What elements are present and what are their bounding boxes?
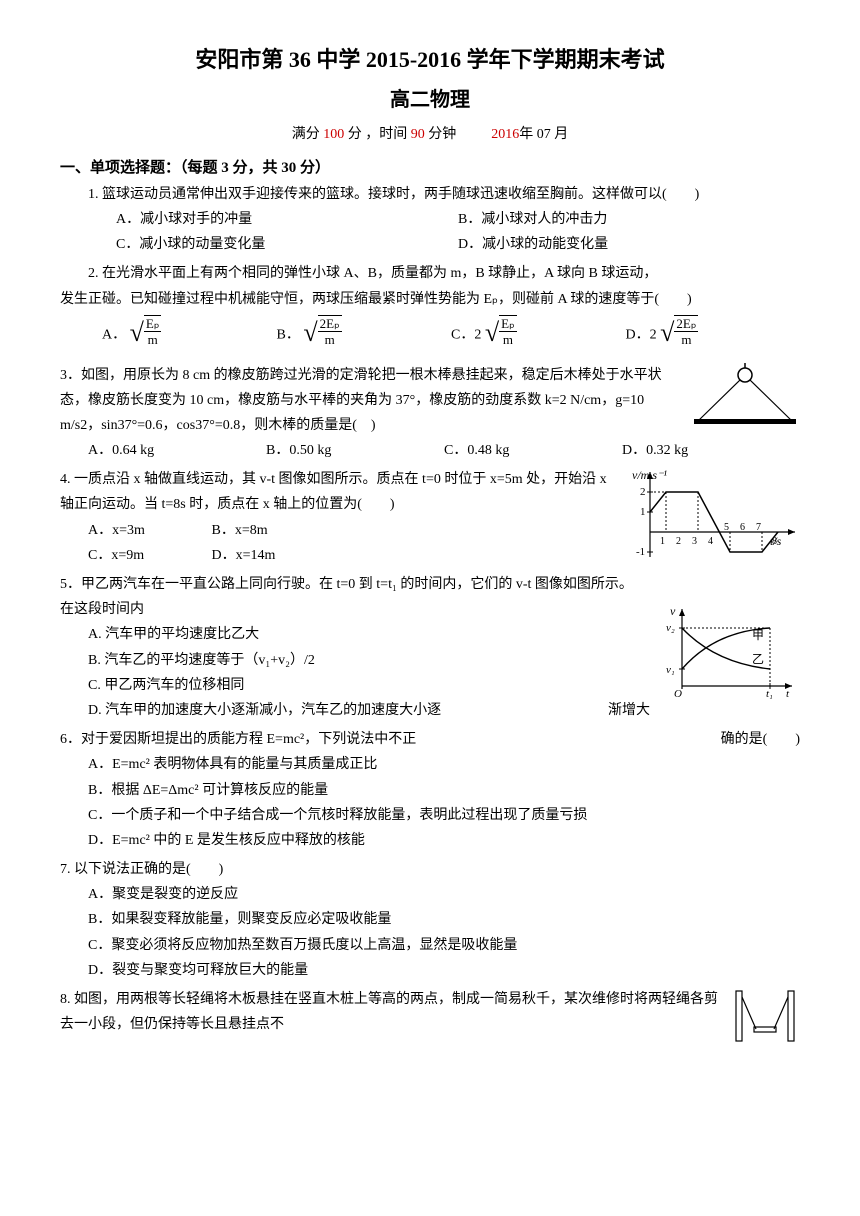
q5-figure: v v₂ v₁ O t₁ t 甲 乙	[660, 601, 800, 701]
sqrt-icon: √	[130, 310, 144, 357]
svg-text:6: 6	[740, 522, 745, 533]
q2-d-numer: 2Eₚ	[674, 315, 698, 333]
q4-option-d: D．x=14m	[212, 543, 332, 568]
svg-text:v₂: v₂	[666, 622, 675, 634]
q2-option-a: A． √Eₚm	[102, 312, 277, 359]
svg-text:5: 5	[724, 522, 729, 533]
svg-text:t: t	[786, 688, 790, 700]
q1-option-b: B．减小球对人的冲击力	[458, 207, 800, 232]
svg-text:1: 1	[640, 506, 646, 518]
q2-c-prefix: C．2	[451, 327, 481, 342]
svg-text:2: 2	[676, 536, 681, 547]
q8-stem: 8. 如图，用两根等长轻绳将木板悬挂在竖直木桩上等高的两点，制成一简易秋千，某次…	[60, 987, 720, 1037]
full-marks-label: 满分	[292, 127, 320, 142]
vt2-graph-icon: v v₂ v₁ O t₁ t 甲 乙	[660, 601, 800, 701]
svg-text:-1: -1	[636, 546, 645, 558]
question-4: v/m·s⁻¹ t/s 2 1 -1 1 2 3 4 5 6 7 8 4. 一质…	[60, 467, 800, 568]
q5-option-d-post: 渐增大	[608, 698, 650, 723]
svg-text:2: 2	[640, 486, 646, 498]
q3-option-d: D．0.32 kg	[622, 438, 800, 463]
page-title: 安阳市第 36 中学 2015-2016 学年下学期期末考试	[60, 40, 800, 80]
svg-text:乙: 乙	[752, 652, 764, 666]
q2-a-denom: m	[144, 332, 162, 348]
q3-option-c: C．0.48 kg	[444, 438, 622, 463]
q6-option-d: D．E=mc² 中的 E 是发生核反应中释放的核能	[88, 828, 800, 853]
q6-option-c: C．一个质子和一个中子结合成一个氘核时释放能量，表明此过程出现了质量亏损	[88, 803, 800, 828]
q3-option-b: B．0.50 kg	[266, 438, 444, 463]
svg-text:O: O	[674, 688, 682, 700]
date-rest: 年 07 月	[519, 127, 568, 142]
vt-graph-icon: v/m·s⁻¹ t/s 2 1 -1 1 2 3 4 5 6 7 8	[630, 467, 800, 562]
svg-text:v₁: v₁	[666, 664, 675, 676]
q2-a-prefix: A．	[102, 327, 126, 342]
page-subtitle: 高二物理	[60, 82, 800, 118]
q6-stem-post: 确的是( )	[721, 727, 800, 752]
q1-option-d: D．减小球的动能变化量	[458, 232, 800, 257]
question-6: 6．对于爱因斯坦提出的质能方程 E=mc²，下列说法中不正 确的是( ) A．E…	[60, 727, 800, 853]
q7-option-d: D．裂变与聚变均可释放巨大的能量	[88, 958, 800, 983]
q2-stem-2: 发生正碰。已知碰撞过程中机械能守恒，两球压缩最紧时弹性势能为 Eₚ，则碰前 A …	[60, 287, 800, 312]
q5-stem-1: 5．甲乙两汽车在一平直公路上同向行驶。在 t=0 到 t=t₁ 的时间内，它们的…	[60, 572, 800, 597]
q2-d-prefix: D．2	[626, 327, 657, 342]
q1-option-c: C．减小球的动量变化量	[116, 232, 458, 257]
q1-stem: 1. 篮球运动员通常伸出双手迎接传来的篮球。接球时，两手随球迅速收缩至胸前。这样…	[60, 182, 800, 207]
q4-ylabel: v/m·s⁻¹	[632, 468, 667, 482]
svg-text:甲: 甲	[752, 628, 764, 642]
marks-unit: 分 ，时间	[348, 127, 408, 142]
question-7: 7. 以下说法正确的是( ) A．聚变是裂变的逆反应 B．如果裂变释放能量，则聚…	[60, 857, 800, 983]
svg-text:1: 1	[660, 536, 665, 547]
q2-a-numer: Eₚ	[144, 315, 162, 333]
sqrt-icon: √	[660, 310, 674, 357]
q4-option-b: B．x=8m	[212, 518, 332, 543]
q8-figure	[730, 987, 800, 1047]
q3-figure	[690, 363, 800, 433]
q2-option-c: C．2 √Eₚm	[451, 312, 626, 359]
q5-option-d-pre: D. 汽车甲的加速度大小逐渐减小，汽车乙的加速度大小逐	[88, 703, 441, 718]
sqrt-icon: √	[303, 310, 317, 357]
q4-option-c: C．x=9m	[88, 543, 208, 568]
q2-c-numer: Eₚ	[499, 315, 517, 333]
question-1: 1. 篮球运动员通常伸出双手迎接传来的篮球。接球时，两手随球迅速收缩至胸前。这样…	[60, 182, 800, 258]
question-3: 3．如图，用原长为 8 cm 的橡皮筋跨过光滑的定滑轮把一根木棒悬挂起来，稳定后…	[60, 363, 800, 464]
q7-option-a: A．聚变是裂变的逆反应	[88, 882, 800, 907]
duration-unit: 分钟	[428, 127, 456, 142]
duration-value: 90	[411, 127, 425, 142]
q2-option-d: D．2 √2Eₚm	[626, 312, 801, 359]
q7-option-c: C．聚变必须将反应物加热至数百万摄氏度以上高温，显然是吸收能量	[88, 933, 800, 958]
q2-d-denom: m	[674, 332, 698, 348]
q1-option-a: A．减小球对手的冲量	[116, 207, 458, 232]
q6-option-a: A．E=mc² 表明物体具有的能量与其质量成正比	[88, 752, 800, 777]
q4-stem: 4. 一质点沿 x 轴做直线运动，其 v-t 图像如图所示。质点在 t=0 时位…	[60, 467, 625, 517]
q2-b-prefix: B．	[277, 327, 300, 342]
sqrt-icon: √	[485, 310, 499, 357]
q2-b-denom: m	[318, 332, 342, 348]
date-year: 2016	[491, 127, 519, 142]
q6-stem-pre: 6．对于爱因斯坦提出的质能方程 E=mc²，下列说法中不正	[60, 732, 416, 747]
question-8: 8. 如图，用两根等长轻绳将木板悬挂在竖直木桩上等高的两点，制成一简易秋千，某次…	[60, 987, 800, 1047]
q3-stem: 3．如图，用原长为 8 cm 的橡皮筋跨过光滑的定滑轮把一根木棒悬挂起来，稳定后…	[60, 363, 680, 439]
q4-figure: v/m·s⁻¹ t/s 2 1 -1 1 2 3 4 5 6 7 8	[630, 467, 800, 562]
exam-meta: 满分 100 分 ，时间 90 分钟 2016年 07 月	[60, 122, 800, 147]
svg-text:t₁: t₁	[766, 688, 773, 700]
svg-text:4: 4	[708, 536, 713, 547]
q2-b-numer: 2Eₚ	[318, 315, 342, 333]
q4-option-a: A．x=3m	[88, 518, 208, 543]
question-2: 2. 在光滑水平面上有两个相同的弹性小球 A、B，质量都为 m，B 球静止，A …	[60, 261, 800, 358]
full-marks-value: 100	[323, 127, 344, 142]
q2-option-b: B． √2Eₚm	[277, 312, 452, 359]
question-5: 5．甲乙两汽车在一平直公路上同向行驶。在 t=0 到 t=t₁ 的时间内，它们的…	[60, 572, 800, 723]
q2-stem-1: 2. 在光滑水平面上有两个相同的弹性小球 A、B，质量都为 m，B 球静止，A …	[60, 261, 800, 286]
svg-text:v: v	[670, 604, 676, 618]
svg-text:3: 3	[692, 536, 697, 547]
svg-text:7: 7	[756, 522, 761, 533]
q2-c-denom: m	[499, 332, 517, 348]
q6-option-b: B．根据 ΔE=Δmc² 可计算核反应的能量	[88, 778, 800, 803]
q7-stem: 7. 以下说法正确的是( )	[60, 857, 800, 882]
swing-icon	[730, 987, 800, 1047]
triangle-pulley-icon	[690, 363, 800, 433]
q3-option-a: A．0.64 kg	[88, 438, 266, 463]
section-1-heading: 一、单项选择题：（每题 3 分，共 30 分）	[60, 155, 800, 182]
q7-option-b: B．如果裂变释放能量，则聚变反应必定吸收能量	[88, 907, 800, 932]
